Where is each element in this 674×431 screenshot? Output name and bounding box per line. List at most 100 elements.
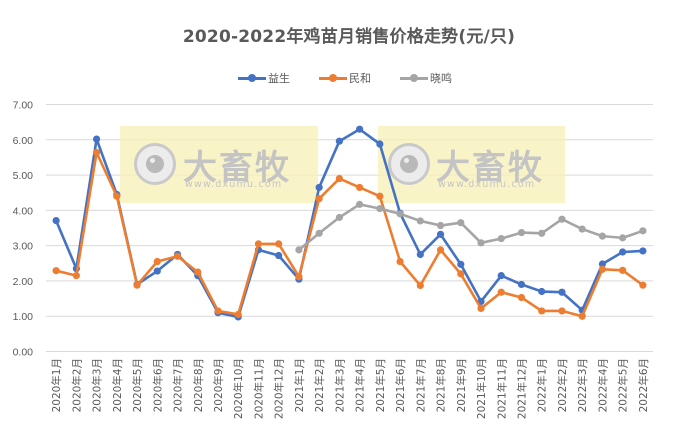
- x-tick-label: 2021年5月: [374, 358, 387, 412]
- data-point[interactable]: [295, 246, 303, 254]
- x-tick-label: 2020年12月: [273, 358, 286, 419]
- data-point[interactable]: [72, 272, 80, 280]
- data-point[interactable]: [356, 183, 364, 192]
- data-point[interactable]: [457, 260, 465, 268]
- data-point[interactable]: [194, 268, 202, 276]
- series-1: [52, 148, 647, 320]
- data-point[interactable]: [639, 227, 647, 235]
- data-point[interactable]: [315, 229, 323, 237]
- data-point[interactable]: [376, 140, 384, 148]
- x-tick-label: 2021年2月: [313, 358, 326, 412]
- data-point[interactable]: [315, 195, 323, 203]
- x-tick-label: 2020年8月: [192, 358, 205, 412]
- data-point[interactable]: [92, 148, 101, 157]
- data-point[interactable]: [517, 293, 526, 302]
- x-tick-label: 2020年9月: [212, 358, 225, 412]
- data-point[interactable]: [436, 246, 445, 254]
- data-point[interactable]: [538, 229, 546, 237]
- data-point[interactable]: [335, 213, 343, 222]
- x-tick-label: 2022年2月: [556, 358, 569, 412]
- data-point[interactable]: [497, 288, 505, 296]
- x-tick-label: 2022年4月: [596, 358, 609, 412]
- data-point[interactable]: [92, 135, 101, 143]
- data-point[interactable]: [153, 267, 161, 275]
- data-point[interactable]: [356, 125, 364, 133]
- legend-item-minhe[interactable]: 民和: [319, 69, 371, 87]
- legend-line-icon: [238, 74, 266, 82]
- data-point[interactable]: [52, 216, 60, 225]
- data-point[interactable]: [234, 310, 242, 319]
- x-tick-label: 2022年3月: [576, 358, 589, 412]
- data-point[interactable]: [558, 215, 566, 223]
- data-point[interactable]: [477, 304, 485, 313]
- x-tick-label: 2020年4月: [111, 358, 124, 412]
- legend-item-yisheng[interactable]: 益生: [238, 69, 290, 87]
- data-point[interactable]: [356, 200, 364, 208]
- data-point[interactable]: [376, 204, 384, 213]
- watermark-url: www.dxumu.com: [438, 179, 536, 190]
- x-tick-label: 2021年10月: [475, 358, 488, 419]
- data-point[interactable]: [275, 240, 283, 248]
- data-point[interactable]: [335, 137, 343, 145]
- data-point[interactable]: [538, 307, 546, 315]
- data-point[interactable]: [497, 234, 505, 243]
- data-point[interactable]: [214, 307, 222, 315]
- x-tick-label: 2021年9月: [455, 358, 468, 412]
- data-point[interactable]: [619, 234, 627, 242]
- x-tick-label: 2022年5月: [617, 358, 630, 412]
- data-point[interactable]: [619, 266, 627, 274]
- y-tick-label: 4.00: [13, 205, 34, 217]
- data-point[interactable]: [396, 257, 404, 266]
- data-point[interactable]: [295, 273, 303, 281]
- data-point[interactable]: [558, 307, 566, 315]
- data-point[interactable]: [173, 252, 182, 260]
- data-point[interactable]: [133, 281, 141, 289]
- chart-title: 2020-2022年鸡苗月销售价格走势(元/只): [182, 27, 516, 47]
- data-point[interactable]: [538, 287, 546, 296]
- legend-item-xiaoming[interactable]: 晓鸣: [400, 69, 452, 87]
- data-point[interactable]: [153, 257, 161, 266]
- data-point[interactable]: [639, 247, 647, 255]
- data-point[interactable]: [457, 270, 465, 278]
- data-point[interactable]: [598, 265, 607, 273]
- data-point[interactable]: [113, 192, 121, 200]
- data-point[interactable]: [639, 281, 647, 289]
- data-point[interactable]: [598, 232, 607, 240]
- data-point[interactable]: [315, 183, 323, 192]
- x-tick-label: 2021年8月: [435, 358, 448, 412]
- legend-label: 晓鸣: [430, 72, 452, 85]
- data-point[interactable]: [578, 225, 586, 233]
- data-point[interactable]: [517, 280, 526, 289]
- data-point[interactable]: [598, 260, 607, 268]
- data-point[interactable]: [416, 281, 424, 290]
- data-point[interactable]: [376, 192, 384, 200]
- data-point[interactable]: [558, 288, 566, 296]
- data-point[interactable]: [477, 239, 485, 247]
- data-point[interactable]: [457, 219, 465, 227]
- data-point[interactable]: [619, 248, 627, 256]
- data-point[interactable]: [497, 272, 505, 280]
- data-point[interactable]: [416, 250, 424, 259]
- data-point[interactable]: [335, 175, 343, 183]
- x-tick-label: 2020年5月: [131, 358, 144, 412]
- data-point[interactable]: [416, 217, 424, 225]
- chart-legend: 益生 民和 晓鸣: [0, 69, 674, 87]
- legend-line-icon: [400, 74, 428, 82]
- data-point[interactable]: [436, 230, 445, 238]
- x-tick-label: 2022年1月: [536, 358, 549, 412]
- data-point[interactable]: [254, 240, 263, 248]
- y-tick-label: 3.00: [13, 241, 34, 253]
- data-point[interactable]: [436, 221, 445, 230]
- data-point[interactable]: [396, 210, 404, 218]
- legend-label: 益生: [268, 72, 290, 85]
- legend-line-icon: [319, 74, 347, 82]
- data-point[interactable]: [517, 228, 526, 237]
- x-tick-label: 2021年3月: [333, 358, 346, 412]
- data-point[interactable]: [275, 251, 283, 260]
- x-tick-label: 2020年6月: [151, 358, 164, 412]
- y-tick-label: 1.00: [13, 311, 34, 323]
- data-point[interactable]: [52, 267, 60, 275]
- x-tick-label: 2020年7月: [172, 358, 185, 412]
- data-point[interactable]: [578, 312, 586, 320]
